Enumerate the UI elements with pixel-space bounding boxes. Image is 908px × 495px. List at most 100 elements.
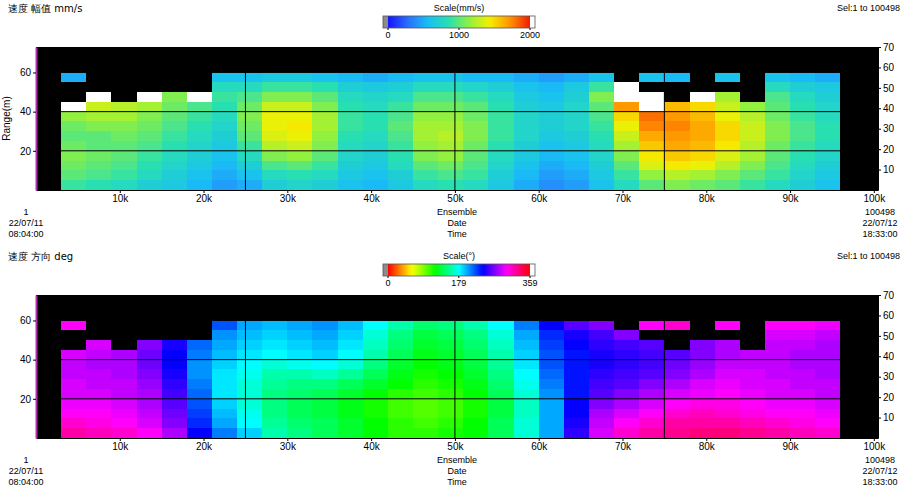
heatmap-cell — [715, 320, 740, 330]
heatmap-cell — [438, 418, 463, 428]
heatmap-cell — [488, 340, 513, 350]
heatmap-cell — [61, 360, 86, 370]
heatmap-cell — [262, 180, 287, 190]
heatmap-cell — [589, 102, 614, 112]
heatmap-cell — [639, 131, 664, 141]
heatmap-cell — [690, 399, 715, 409]
heatmap-cell — [564, 131, 589, 141]
heatmap-cell — [287, 102, 312, 112]
heatmap-cell — [488, 141, 513, 151]
heatmap-cell — [539, 399, 564, 409]
y-tick-label: 20 — [20, 146, 32, 157]
heatmap-cell — [388, 340, 413, 350]
heatmap-cell — [61, 409, 86, 419]
heatmap-cell — [162, 141, 187, 151]
heatmap-cell — [815, 161, 840, 171]
heatmap-cell — [438, 350, 463, 360]
y2-tick-mark — [878, 129, 881, 130]
y2-tick-label: 10 — [883, 164, 895, 175]
heatmap-cell — [790, 350, 815, 360]
heatmap-cell — [212, 379, 237, 389]
heatmap-cell — [162, 161, 187, 171]
heatmap-cell — [564, 112, 589, 122]
heatmap-cell — [338, 320, 363, 330]
heatmap-cell — [514, 409, 539, 419]
colorbar-ramp — [388, 16, 530, 28]
heatmap-cell — [463, 409, 488, 419]
heatmap-cell — [614, 180, 639, 190]
heatmap-cell — [86, 112, 111, 122]
x-tick: 10k — [112, 438, 129, 452]
heatmap-cell — [162, 369, 187, 379]
x-tick-label: 70k — [615, 193, 632, 204]
y2-tick: 20 — [878, 144, 895, 155]
heatmap-cell — [338, 170, 363, 180]
heatmap-cell — [765, 170, 790, 180]
y2-tick-label: 10 — [883, 412, 895, 423]
heatmap-cell — [639, 72, 664, 82]
heatmap-cell — [790, 131, 815, 141]
heatmap-cell — [137, 409, 162, 419]
heatmap-cell — [639, 102, 664, 112]
heatmap-cell — [690, 121, 715, 131]
heatmap-cell — [765, 330, 790, 340]
heatmap-cell — [639, 418, 664, 428]
heatmap-cell — [539, 320, 564, 330]
heatmap-cell — [765, 428, 790, 438]
heatmap-cell — [111, 102, 136, 112]
heatmap-cell — [715, 121, 740, 131]
heatmap-cell — [287, 170, 312, 180]
heatmap-cell — [639, 161, 664, 171]
heatmap-cell — [765, 131, 790, 141]
heatmap-cell — [790, 92, 815, 102]
y2-tick: 70 — [878, 42, 895, 53]
heatmap-cell — [664, 428, 689, 438]
heatmap-cell — [363, 141, 388, 151]
heatmap-cell — [539, 82, 564, 92]
heatmap-cell — [237, 409, 262, 419]
y2-tick: 50 — [878, 83, 895, 94]
heatmap-cell — [564, 320, 589, 330]
heatmap-cell — [564, 340, 589, 350]
heatmap-cell — [111, 151, 136, 161]
heatmap-cell — [564, 121, 589, 131]
axis-annotation: Ensemble — [437, 207, 477, 217]
heatmap-cell — [212, 92, 237, 102]
heatmap-cell — [564, 82, 589, 92]
heatmap-cell — [463, 379, 488, 389]
heatmap-cell — [539, 409, 564, 419]
heatmap-cell — [187, 369, 212, 379]
heatmap-cell — [740, 161, 765, 171]
heatmap-cell — [790, 369, 815, 379]
heatmap-cell — [86, 399, 111, 409]
heatmap-cell — [187, 112, 212, 122]
heatmap-cell — [237, 340, 262, 350]
heatmap-cell — [690, 369, 715, 379]
heatmap-cell — [61, 399, 86, 409]
heatmap-cell — [388, 151, 413, 161]
heatmap-cell — [765, 121, 790, 131]
heatmap-cell — [287, 161, 312, 171]
heatmap-cell — [61, 350, 86, 360]
heatmap-cell — [312, 170, 337, 180]
heatmap-cell — [137, 102, 162, 112]
colorbar-under — [383, 16, 388, 28]
heatmap-cell — [488, 369, 513, 379]
heatmap-cell — [488, 161, 513, 171]
heatmap-cell — [338, 428, 363, 438]
heatmap-cell — [262, 131, 287, 141]
heatmap-cell — [539, 102, 564, 112]
y2-tick: 40 — [878, 103, 895, 114]
heatmap-cell — [488, 360, 513, 370]
heatmap-cell — [262, 389, 287, 399]
grid-line-y — [36, 150, 878, 151]
heatmap-cell — [162, 121, 187, 131]
heatmap-cell — [715, 151, 740, 161]
heatmap-cell — [187, 389, 212, 399]
heatmap-cell — [664, 72, 689, 82]
heatmap-cell — [539, 121, 564, 131]
heatmap-cell — [187, 151, 212, 161]
heatmap-cell — [514, 121, 539, 131]
heatmap-cell — [815, 82, 840, 92]
y2-tick-mark — [878, 170, 881, 171]
